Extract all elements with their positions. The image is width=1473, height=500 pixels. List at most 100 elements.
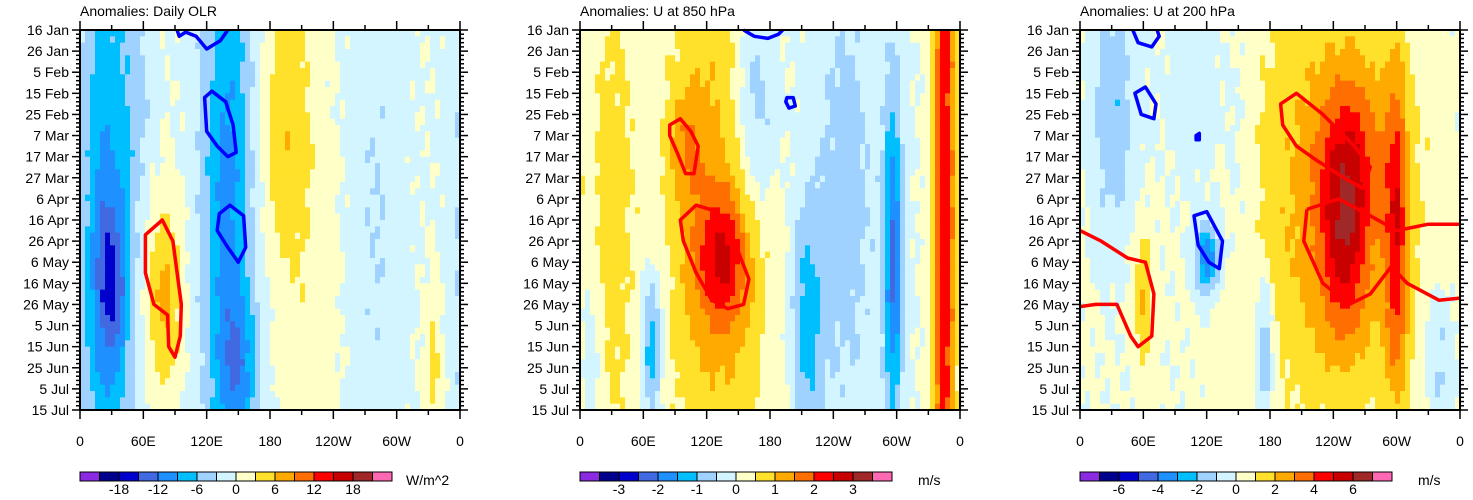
field-cell (365, 296, 370, 303)
field-cell (210, 385, 215, 392)
field-cell (635, 30, 640, 37)
field-cell (90, 315, 95, 322)
field-cell (245, 201, 250, 208)
field-cell (185, 138, 190, 145)
field-cell (400, 81, 405, 88)
field-cell (385, 182, 390, 189)
field-cell (350, 372, 355, 379)
field-cell (165, 144, 170, 151)
field-cell (100, 163, 105, 170)
field-cell (360, 182, 365, 189)
field-cell (100, 220, 105, 227)
field-cell (240, 372, 245, 379)
field-cell (155, 271, 160, 278)
field-cell (220, 157, 225, 164)
field-cell (345, 176, 350, 183)
field-cell (345, 182, 350, 189)
field-cell (160, 125, 165, 132)
field-cell (390, 195, 395, 202)
field-cell (415, 315, 420, 322)
field-cell (315, 245, 320, 252)
field-cell (315, 252, 320, 259)
field-cell (370, 169, 375, 176)
field-cell (295, 315, 300, 322)
field-cell (390, 81, 395, 88)
field-cell (355, 49, 360, 56)
field-cell (230, 68, 235, 75)
field-cell (395, 195, 400, 202)
field-cell (790, 30, 795, 37)
field-cell (120, 163, 125, 170)
field-cell (430, 43, 435, 50)
field-cell (360, 36, 365, 43)
y-tick-label: 16 Jan (27, 22, 69, 38)
field-cell (350, 112, 355, 119)
field-cell (385, 62, 390, 69)
field-cell (115, 328, 120, 335)
field-cell (695, 30, 700, 37)
field-cell (265, 309, 270, 316)
field-cell (190, 106, 195, 113)
field-cell (380, 296, 385, 303)
field-cell (225, 188, 230, 195)
field-cell (195, 309, 200, 316)
field-cell (445, 239, 450, 246)
field-cell (310, 150, 315, 157)
field-cell (355, 233, 360, 240)
field-cell (375, 43, 380, 50)
field-cell (360, 321, 365, 328)
field-cell (220, 226, 225, 233)
field-cell (380, 239, 385, 246)
field-cell (335, 233, 340, 240)
field-cell (145, 43, 150, 50)
field-cell (105, 30, 110, 37)
field-cell (275, 188, 280, 195)
field-cell (120, 226, 125, 233)
field-cell (380, 214, 385, 221)
field-cell (90, 334, 95, 341)
field-cell (305, 150, 310, 157)
field-cell (270, 264, 275, 271)
field-cell (370, 359, 375, 366)
field-cell (310, 207, 315, 214)
field-cell (205, 182, 210, 189)
field-cell (280, 182, 285, 189)
field-cell (240, 321, 245, 328)
field-cell (150, 252, 155, 259)
field-cell (280, 43, 285, 50)
field-cell (300, 290, 305, 297)
field-cell (155, 245, 160, 252)
field-cell (375, 195, 380, 202)
field-cell (355, 176, 360, 183)
field-cell (385, 201, 390, 208)
field-cell (225, 372, 230, 379)
field-cell (100, 233, 105, 240)
field-cell (205, 220, 210, 227)
field-cell (355, 315, 360, 322)
field-cell (325, 93, 330, 100)
field-cell (405, 188, 410, 195)
field-cell (95, 81, 100, 88)
field-cell (340, 55, 345, 62)
field-cell (280, 138, 285, 145)
field-cell (185, 93, 190, 100)
field-cell (190, 385, 195, 392)
field-cell (240, 55, 245, 62)
field-cell (230, 283, 235, 290)
field-cell (335, 169, 340, 176)
field-cell (245, 378, 250, 385)
field-cell (330, 283, 335, 290)
field-cell (360, 245, 365, 252)
field-cell (90, 112, 95, 119)
field-cell (250, 131, 255, 138)
field-cell (395, 245, 400, 252)
field-cell (365, 315, 370, 322)
field-cell (210, 378, 215, 385)
field-cell (205, 372, 210, 379)
field-cell (410, 258, 415, 265)
field-cell (185, 87, 190, 94)
field-cell (135, 188, 140, 195)
field-cell (255, 100, 260, 107)
field-cell (425, 264, 430, 271)
